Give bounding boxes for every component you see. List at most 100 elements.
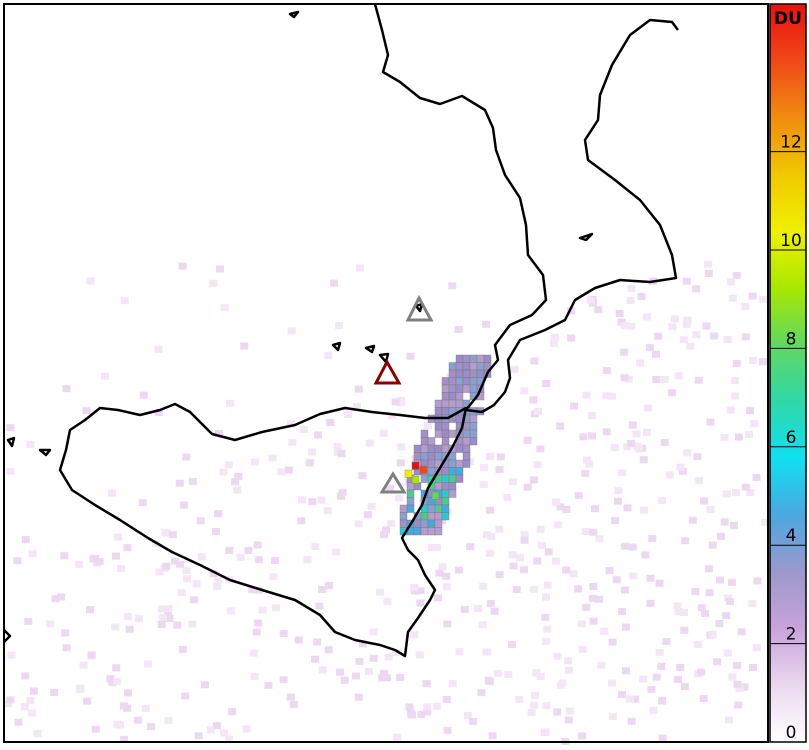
background-pixel (750, 420, 759, 428)
plume-pixel (399, 519, 408, 528)
background-pixel (455, 648, 464, 656)
background-pixel (106, 675, 115, 683)
background-pixel (520, 531, 529, 539)
background-pixel (695, 477, 704, 485)
background-pixel (279, 630, 288, 638)
background-pixel (454, 566, 463, 574)
plume-pixel (413, 452, 422, 461)
background-pixel (564, 666, 573, 674)
background-pixel (28, 550, 37, 558)
background-pixel (503, 494, 512, 502)
background-pixel (363, 511, 372, 519)
background-pixel (486, 506, 495, 514)
background-pixel (171, 557, 180, 565)
background-pixel (688, 516, 697, 524)
background-pixel (177, 589, 186, 597)
plume-pixel (455, 369, 464, 378)
background-pixel (101, 372, 110, 380)
background-pixel (612, 576, 621, 584)
background-pixel (678, 467, 687, 475)
background-pixel (323, 507, 332, 515)
background-pixel (520, 536, 529, 544)
background-pixel (621, 623, 630, 631)
plume-pixel (441, 429, 450, 438)
background-pixel (683, 316, 692, 324)
background-pixel (179, 501, 188, 509)
background-pixel (621, 667, 630, 675)
background-pixel (587, 432, 596, 440)
background-pixel (680, 608, 689, 616)
background-pixel (495, 466, 504, 474)
plume-pixel (469, 414, 478, 423)
background-pixel (704, 270, 713, 278)
background-pixel (717, 532, 726, 540)
plume-pixel (462, 354, 471, 363)
background-pixel (417, 710, 426, 718)
plume-pixel (462, 362, 471, 371)
background-pixel (120, 297, 129, 305)
background-pixel (380, 531, 389, 539)
background-pixel (116, 721, 125, 729)
background-pixel (355, 657, 364, 665)
volcano-marker (373, 358, 402, 385)
background-pixel (213, 722, 222, 730)
background-pixel (62, 644, 71, 652)
background-pixel (620, 348, 629, 356)
background-pixel (556, 503, 565, 511)
background-pixel (680, 683, 689, 691)
background-pixel (583, 456, 592, 464)
background-pixel (602, 428, 611, 436)
background-pixel (6, 424, 15, 432)
background-pixel (21, 672, 30, 680)
background-pixel (173, 621, 182, 629)
background-pixel (379, 669, 388, 677)
background-pixel (652, 376, 661, 384)
background-pixel (86, 277, 95, 285)
background-pixel (308, 498, 317, 506)
background-pixel (314, 431, 323, 439)
background-pixel (536, 525, 545, 533)
background-pixel (182, 567, 191, 575)
plume-pixel (406, 504, 415, 513)
background-pixel (111, 623, 120, 631)
plume-pixel (448, 377, 457, 386)
background-pixel (423, 422, 432, 430)
colorbar-scale (769, 3, 807, 743)
background-pixel (478, 621, 487, 629)
background-pixel (358, 472, 367, 480)
background-pixel (585, 460, 594, 468)
background-pixel (720, 434, 729, 442)
background-pixel (542, 593, 551, 601)
background-pixel (691, 587, 700, 595)
background-pixel (332, 548, 341, 556)
background-pixel (676, 663, 685, 671)
background-pixel (112, 677, 121, 685)
plume-pixel (441, 482, 450, 491)
background-pixel (665, 471, 674, 479)
plume-pixel (420, 519, 429, 528)
background-pixel (552, 498, 561, 506)
background-pixel (158, 605, 167, 613)
background-pixel (82, 407, 91, 415)
background-pixel (553, 521, 562, 529)
background-pixel (607, 392, 616, 400)
background-pixel (589, 583, 598, 591)
coastlines (3, 3, 679, 658)
plume-pixel (427, 527, 436, 536)
background-pixel (722, 490, 731, 498)
background-pixel (533, 407, 542, 415)
background-pixel (648, 535, 657, 543)
background-pixel (416, 599, 425, 607)
background-pixel (586, 296, 595, 304)
plume-pixel (448, 369, 457, 378)
background-pixel (527, 709, 536, 717)
background-pixel (164, 605, 173, 613)
background-pixel (749, 356, 758, 364)
background-pixel (646, 574, 655, 582)
background-pixel (335, 668, 344, 676)
background-pixel (515, 695, 524, 703)
background-pixel (668, 323, 677, 331)
plume-pixel (441, 467, 450, 476)
background-pixel (605, 567, 614, 575)
background-pixel (577, 732, 586, 740)
